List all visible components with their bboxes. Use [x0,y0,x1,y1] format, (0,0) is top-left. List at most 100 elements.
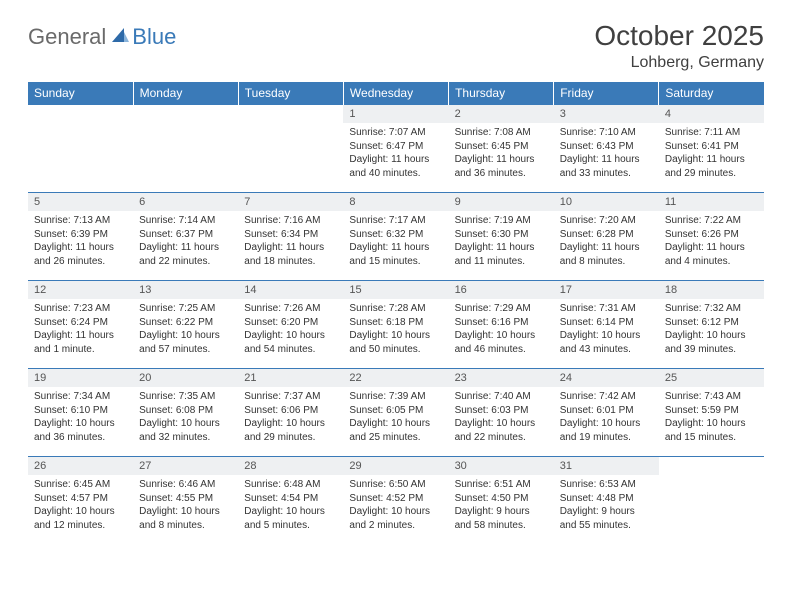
calendar-day-cell: 22Sunrise: 7:39 AMSunset: 6:05 PMDayligh… [343,369,448,457]
location-label: Lohberg, Germany [594,54,764,72]
daylight-text: Daylight: 10 hours and 22 minutes. [455,417,548,444]
sunrise-text: Sunrise: 7:08 AM [455,126,548,140]
calendar-body: 1Sunrise: 7:07 AMSunset: 6:47 PMDaylight… [28,105,764,545]
day-content: Sunrise: 7:35 AMSunset: 6:08 PMDaylight:… [133,387,238,447]
calendar-day-cell: 30Sunrise: 6:51 AMSunset: 4:50 PMDayligh… [449,457,554,545]
sunrise-text: Sunrise: 7:39 AM [349,390,442,404]
sunrise-text: Sunrise: 7:11 AM [665,126,758,140]
sunset-text: Sunset: 4:54 PM [244,492,337,506]
daylight-text: Daylight: 10 hours and 46 minutes. [455,329,548,356]
daylight-text: Daylight: 10 hours and 32 minutes. [139,417,232,444]
calendar-day-cell: 31Sunrise: 6:53 AMSunset: 4:48 PMDayligh… [554,457,659,545]
header: General Blue October 2025 Lohberg, Germa… [28,20,764,72]
daylight-text: Daylight: 11 hours and 11 minutes. [455,241,548,268]
daylight-text: Daylight: 9 hours and 55 minutes. [560,505,653,532]
daylight-text: Daylight: 11 hours and 29 minutes. [665,153,758,180]
day-content: Sunrise: 7:16 AMSunset: 6:34 PMDaylight:… [238,211,343,271]
day-content: Sunrise: 7:37 AMSunset: 6:06 PMDaylight:… [238,387,343,447]
day-content: Sunrise: 7:08 AMSunset: 6:45 PMDaylight:… [449,123,554,183]
daylight-text: Daylight: 11 hours and 36 minutes. [455,153,548,180]
calendar-day-cell: 25Sunrise: 7:43 AMSunset: 5:59 PMDayligh… [659,369,764,457]
daylight-text: Daylight: 10 hours and 5 minutes. [244,505,337,532]
day-number: 31 [554,457,659,475]
sunrise-text: Sunrise: 6:51 AM [455,478,548,492]
sunset-text: Sunset: 6:28 PM [560,228,653,242]
sunset-text: Sunset: 6:01 PM [560,404,653,418]
day-number: 15 [343,281,448,299]
sunset-text: Sunset: 6:37 PM [139,228,232,242]
sunset-text: Sunset: 6:16 PM [455,316,548,330]
calendar-day-cell: 11Sunrise: 7:22 AMSunset: 6:26 PMDayligh… [659,193,764,281]
daylight-text: Daylight: 11 hours and 8 minutes. [560,241,653,268]
title-block: October 2025 Lohberg, Germany [594,20,764,72]
daylight-text: Daylight: 10 hours and 57 minutes. [139,329,232,356]
calendar-day-cell: 15Sunrise: 7:28 AMSunset: 6:18 PMDayligh… [343,281,448,369]
sunset-text: Sunset: 6:30 PM [455,228,548,242]
day-number: 1 [343,105,448,123]
daylight-text: Daylight: 11 hours and 40 minutes. [349,153,442,180]
calendar-day-cell: 27Sunrise: 6:46 AMSunset: 4:55 PMDayligh… [133,457,238,545]
calendar-day-cell: 18Sunrise: 7:32 AMSunset: 6:12 PMDayligh… [659,281,764,369]
weekday-header: Sunday [28,82,133,105]
daylight-text: Daylight: 11 hours and 26 minutes. [34,241,127,268]
sunrise-text: Sunrise: 7:40 AM [455,390,548,404]
sunset-text: Sunset: 6:18 PM [349,316,442,330]
calendar-day-cell: 10 Sunrise: 7:20 AMSunset: 6:28 PMDayligh… [554,193,659,281]
sunrise-text: Sunrise: 7:19 AM [455,214,548,228]
day-content: Sunrise: 7:28 AMSunset: 6:18 PMDaylight:… [343,299,448,359]
day-number: 17 [554,281,659,299]
sunset-text: Sunset: 6:47 PM [349,140,442,154]
sunrise-text: Sunrise: 7:42 AM [560,390,653,404]
day-number: 7 [238,193,343,211]
day-number: 28 [238,457,343,475]
daylight-text: Daylight: 10 hours and 2 minutes. [349,505,442,532]
calendar-day-cell: 12Sunrise: 7:23 AMSunset: 6:24 PMDayligh… [28,281,133,369]
calendar-table: Sunday Monday Tuesday Wednesday Thursday… [28,82,764,545]
daylight-text: Daylight: 10 hours and 15 minutes. [665,417,758,444]
daylight-text: Daylight: 11 hours and 22 minutes. [139,241,232,268]
day-number: 9 [449,193,554,211]
sunrise-text: Sunrise: 7:37 AM [244,390,337,404]
day-number: 8 [343,193,448,211]
calendar-week-row: 12Sunrise: 7:23 AMSunset: 6:24 PMDayligh… [28,281,764,369]
sunset-text: Sunset: 6:43 PM [560,140,653,154]
sunset-text: Sunset: 4:50 PM [455,492,548,506]
weekday-header: Thursday [449,82,554,105]
sunset-text: Sunset: 6:20 PM [244,316,337,330]
daylight-text: Daylight: 10 hours and 39 minutes. [665,329,758,356]
day-content: Sunrise: 6:46 AMSunset: 4:55 PMDaylight:… [133,475,238,535]
calendar-day-cell: 2Sunrise: 7:08 AMSunset: 6:45 PMDaylight… [449,105,554,193]
logo-text-general: General [28,24,106,50]
sunset-text: Sunset: 4:52 PM [349,492,442,506]
weekday-header-row: Sunday Monday Tuesday Wednesday Thursday… [28,82,764,105]
daylight-text: Daylight: 10 hours and 36 minutes. [34,417,127,444]
daylight-text: Daylight: 10 hours and 8 minutes. [139,505,232,532]
day-number: 21 [238,369,343,387]
sunset-text: Sunset: 6:32 PM [349,228,442,242]
day-number: 12 [28,281,133,299]
daylight-text: Daylight: 10 hours and 25 minutes. [349,417,442,444]
sunrise-text: Sunrise: 7:16 AM [244,214,337,228]
daylight-text: Daylight: 11 hours and 15 minutes. [349,241,442,268]
sunrise-text: Sunrise: 6:46 AM [139,478,232,492]
logo-sail-icon [110,26,130,49]
day-number: 10 [554,193,659,211]
day-content: Sunrise: 6:53 AMSunset: 4:48 PMDaylight:… [554,475,659,535]
sunrise-text: Sunrise: 6:53 AM [560,478,653,492]
day-content: Sunrise: 7:40 AMSunset: 6:03 PMDaylight:… [449,387,554,447]
sunset-text: Sunset: 6:12 PM [665,316,758,330]
sunset-text: Sunset: 4:48 PM [560,492,653,506]
calendar-day-cell: 1Sunrise: 7:07 AMSunset: 6:47 PMDaylight… [343,105,448,193]
sunrise-text: Sunrise: 6:48 AM [244,478,337,492]
logo: General Blue [28,24,176,50]
weekday-header: Tuesday [238,82,343,105]
day-content: Sunrise: 7:43 AMSunset: 5:59 PMDaylight:… [659,387,764,447]
calendar-day-cell: 23Sunrise: 7:40 AMSunset: 6:03 PMDayligh… [449,369,554,457]
day-number: 6 [133,193,238,211]
calendar-day-cell: 5Sunrise: 7:13 AMSunset: 6:39 PMDaylight… [28,193,133,281]
sunset-text: Sunset: 6:45 PM [455,140,548,154]
day-number: 13 [133,281,238,299]
sunrise-text: Sunrise: 7:29 AM [455,302,548,316]
day-number: 11 [659,193,764,211]
sunrise-text: Sunrise: 7:20 AM [560,214,653,228]
